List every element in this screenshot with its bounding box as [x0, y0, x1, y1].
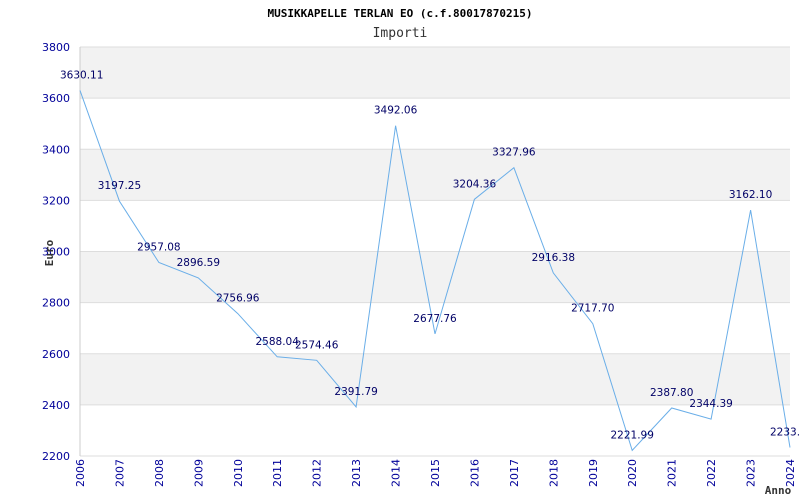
- y-tick-label: 3800: [42, 41, 70, 54]
- x-tick-label: 2012: [311, 459, 324, 487]
- y-tick-labels: 2200 2400 2600 2800 3000 3200 3400 3600 3800: [42, 41, 70, 463]
- data-label: 3197.25: [98, 180, 141, 192]
- y-tick-label: 3600: [42, 92, 70, 105]
- chart-subtitle: Importi: [373, 26, 428, 41]
- x-tick-label: 2007: [113, 459, 126, 487]
- y-tick-label: 2600: [42, 348, 70, 361]
- data-label: 2916.38: [532, 252, 575, 264]
- data-label: 3162.10: [729, 189, 772, 201]
- data-label: 3630.11: [60, 69, 103, 81]
- x-tick-label: 2008: [153, 459, 166, 487]
- grid-band: [80, 353, 790, 405]
- x-axis-label: Anno: [765, 484, 792, 497]
- grid-band: [80, 404, 790, 456]
- x-tick-label: 2019: [587, 459, 600, 487]
- data-label: 2574.46: [295, 339, 339, 351]
- x-tick-label: 2014: [390, 459, 403, 487]
- data-label: 3327.96: [492, 147, 536, 159]
- x-tick-label: 2024: [784, 459, 797, 487]
- y-tick-label: 2800: [42, 297, 70, 310]
- grid-band: [80, 251, 790, 303]
- x-tick-label: 2009: [192, 459, 205, 487]
- y-tick-label: 3200: [42, 194, 70, 207]
- data-label: 3204.36: [453, 178, 497, 190]
- x-tick-label: 2013: [350, 459, 363, 487]
- x-tick-label: 2017: [508, 459, 521, 487]
- x-tick-label: 2023: [745, 459, 758, 487]
- grid-band: [80, 98, 790, 150]
- data-label: 2344.39: [689, 398, 732, 410]
- grid-band: [80, 47, 790, 99]
- y-axis-label: Euro: [43, 239, 56, 266]
- y-tick-label: 2400: [42, 399, 70, 412]
- data-label: 2387.80: [650, 387, 693, 399]
- grid-band: [80, 149, 790, 201]
- data-label: 2233.4: [770, 426, 800, 438]
- x-tick-label: 2010: [232, 459, 245, 487]
- data-label: 2957.08: [137, 241, 180, 253]
- x-tick-label: 2018: [547, 459, 560, 487]
- data-label: 2677.76: [413, 313, 457, 325]
- y-tick-label: 3400: [42, 143, 70, 156]
- data-label: 3492.06: [374, 105, 418, 117]
- data-label: 2391.79: [334, 386, 377, 398]
- x-tick-label: 2006: [74, 459, 87, 487]
- x-tick-labels: 2006 2007 2008 2009 2010 2011 2012 2013 2014 2015…: [74, 459, 797, 487]
- x-tick-label: 2022: [705, 459, 718, 487]
- y-tick-label: 2200: [42, 450, 70, 463]
- series-line: [79, 90, 791, 452]
- grid-band: [80, 302, 790, 354]
- data-label: 2717.70: [571, 303, 614, 315]
- chart-title: MUSIKKAPELLE TERLAN EO (c.f.80017870215): [268, 7, 533, 20]
- gridlines: [80, 46, 790, 457]
- data-label: 2896.59: [177, 257, 220, 269]
- y-tick-label: 3000: [42, 246, 70, 259]
- x-tick-label: 2011: [271, 459, 284, 487]
- data-label: 2588.04: [256, 336, 300, 348]
- background-bands: [80, 47, 790, 456]
- x-tick-label: 2020: [626, 459, 639, 487]
- data-label: 2756.96: [216, 293, 260, 305]
- x-tick-label: 2015: [429, 459, 442, 487]
- x-tick-label: 2021: [666, 459, 679, 487]
- x-tick-label: 2016: [468, 459, 481, 487]
- data-labels: 3630.11 3197.25 2957.08 2896.59 2756.96 2588.…: [60, 69, 800, 441]
- grid-band: [80, 200, 790, 252]
- data-label: 2221.99: [611, 429, 654, 441]
